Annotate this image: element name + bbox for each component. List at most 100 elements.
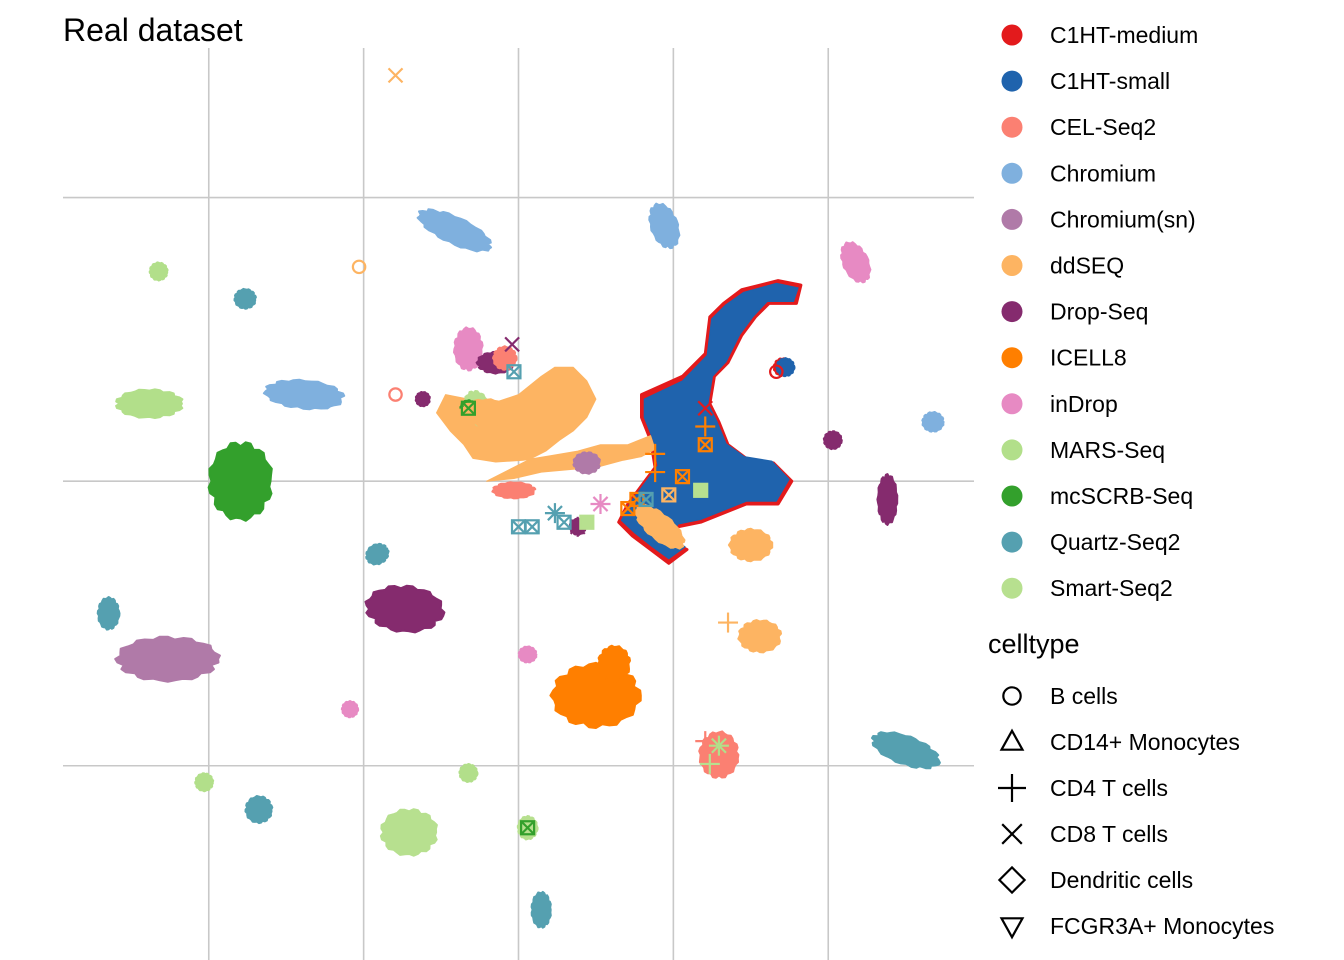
- legend-item-mars-seq: MARS-Seq: [1001, 437, 1165, 463]
- marker-boxx-20: [661, 487, 677, 503]
- legend-swatch: [1001, 393, 1023, 415]
- legend-item-fcgr3a-monocytes: FCGR3A+ Monocytes: [999, 913, 1274, 940]
- marker-plus-7: [645, 443, 666, 464]
- marker-plus-9: [718, 612, 739, 633]
- marker-plus-8: [645, 462, 666, 483]
- legend-swatch: [1001, 347, 1023, 369]
- legend-swatch: [1001, 439, 1023, 461]
- legend-item-icell8: ICELL8: [1001, 345, 1127, 371]
- legend-item-cel-seq2: CEL-Seq2: [1001, 114, 1156, 140]
- legend-label: C1HT-medium: [1050, 22, 1198, 48]
- legend-item-quartz-seq2: Quartz-Seq2: [1001, 529, 1180, 555]
- marker-boxx-16: [697, 437, 713, 453]
- legend-item-cd14-monocytes: CD14+ Monocytes: [999, 728, 1240, 755]
- marker-x-3: [504, 336, 520, 353]
- marker-boxx-27: [520, 820, 536, 836]
- legend-swatch: [1001, 70, 1023, 92]
- legend-shape-diamond-icon: [997, 865, 1027, 895]
- cluster-region-ddseq-2: [436, 366, 656, 482]
- legend-swatch: [1001, 301, 1023, 323]
- cluster-ddseq-33: [737, 619, 782, 654]
- cluster-drop-seq-27: [414, 391, 431, 408]
- legend-shape-x-icon: [1001, 823, 1023, 845]
- legend-item-chromium-sn-: Chromium(sn): [1001, 206, 1196, 232]
- cell-cluster-regions: [436, 279, 803, 565]
- cluster-cel-seq2-39: [491, 481, 537, 500]
- legend-label: ICELL8: [1050, 345, 1127, 371]
- cluster-quartz-seq2-11: [244, 795, 274, 825]
- legend-celltype-title: celltype: [988, 629, 1080, 659]
- cluster-chromium-0: [416, 208, 493, 253]
- legend-label: mcSCRB-Seq: [1050, 483, 1193, 509]
- cluster-indrop-6: [517, 645, 538, 664]
- legend-item-c1ht-small: C1HT-small: [1001, 68, 1170, 94]
- cluster-ddseq-32: [727, 527, 774, 563]
- legend-label: Chromium: [1050, 160, 1156, 186]
- cluster-mars-seq-14: [148, 261, 169, 282]
- legend-item-chromium: Chromium: [1001, 160, 1156, 186]
- cluster-ddseq-31: [633, 504, 686, 550]
- legend-label: Chromium(sn): [1050, 206, 1196, 232]
- cluster-icell8-36: [597, 644, 631, 683]
- cluster-c1ht-small-41: [775, 357, 796, 378]
- legend-label: CEL-Seq2: [1050, 114, 1156, 140]
- cluster-quartz-seq2-12: [530, 890, 552, 929]
- marker-asterisk-15: [590, 494, 611, 514]
- marker-square-29: [579, 514, 595, 530]
- legend-label: Quartz-Seq2: [1050, 529, 1180, 555]
- legend-label: CD4 T cells: [1050, 775, 1168, 801]
- marker-plus-6: [695, 416, 716, 437]
- marker-boxx-19: [620, 500, 636, 517]
- cluster-smart-seq2-18: [379, 808, 438, 857]
- legend-label: CD8 T cells: [1050, 821, 1168, 847]
- legend-item-mcscrb-seq: mcSCRB-Seq: [1001, 483, 1193, 509]
- cluster-mars-seq-15: [115, 388, 184, 419]
- marker-boxx-24: [506, 364, 522, 380]
- legend-label: Dendritic cells: [1050, 867, 1193, 893]
- legend-protocol: C1HT-medium C1HT-small CEL-Seq2 Chromium Chr…: [1001, 22, 1198, 601]
- cluster-chromium-3: [921, 411, 945, 433]
- legend-label: Drop-Seq: [1050, 299, 1148, 325]
- legend-item-indrop: inDrop: [1001, 391, 1118, 417]
- marker-circle-1: [351, 259, 367, 275]
- legend-swatch: [1001, 577, 1023, 599]
- cluster-mars-seq-16: [458, 763, 479, 783]
- legend-shape-triangle-icon: [999, 728, 1025, 751]
- legend-item-cd8-t-cells: CD8 T cells: [1001, 821, 1168, 847]
- marker-x-4: [697, 400, 714, 417]
- legend-item-drop-seq: Drop-Seq: [1001, 299, 1148, 325]
- legend-label: C1HT-small: [1050, 68, 1170, 94]
- celltype-markers: [351, 67, 784, 836]
- legend-item-b-cells: B cells: [1002, 683, 1118, 709]
- legend-swatch: [1001, 116, 1023, 138]
- marker-asterisk-12: [708, 735, 729, 756]
- marker-circle-5: [769, 364, 784, 380]
- cluster-chromium-sn--24: [572, 451, 601, 475]
- legend-label: Smart-Seq2: [1050, 575, 1173, 601]
- cluster-mcscrb-seq-21: [207, 441, 273, 522]
- legend-label: B cells: [1050, 683, 1118, 709]
- marker-x-0: [387, 67, 404, 84]
- marker-plus-11: [699, 753, 720, 774]
- legend-label: ddSEQ: [1050, 253, 1124, 279]
- cluster-chromium-sn--23: [114, 635, 221, 683]
- marker-boxx-26: [460, 400, 476, 416]
- marker-circle-2: [388, 387, 403, 402]
- legend-item-cd4-t-cells: CD4 T cells: [998, 774, 1168, 802]
- legend-celltype: B cells CD14+ Monocytes CD4 T cells CD8 T c…: [997, 683, 1274, 940]
- legend-shape-plus-icon: [998, 774, 1026, 802]
- legend-item-ddseq: ddSEQ: [1001, 253, 1124, 279]
- cluster-drop-seq-29: [876, 473, 899, 526]
- legend-item-c1ht-medium: C1HT-medium: [1001, 22, 1198, 48]
- cluster-indrop-5: [453, 326, 484, 372]
- legend-swatch: [1001, 255, 1023, 276]
- legend-swatch: [1001, 531, 1023, 553]
- cluster-indrop-7: [340, 700, 360, 719]
- cluster-indrop-4: [840, 241, 872, 284]
- cluster-chromium-2: [262, 378, 346, 411]
- marker-plus-10: [695, 731, 716, 752]
- legend-swatch: [1001, 162, 1023, 184]
- cluster-quartz-seq2-9: [365, 542, 390, 566]
- legend-shape-triangle-down-icon: [999, 917, 1025, 940]
- cluster-chromium-1: [648, 202, 681, 250]
